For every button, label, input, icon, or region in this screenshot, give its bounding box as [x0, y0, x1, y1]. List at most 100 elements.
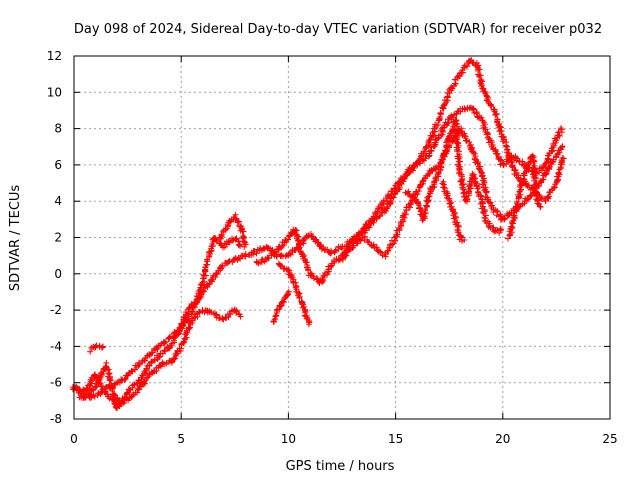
data-point [476, 73, 483, 80]
data-point [492, 112, 499, 119]
chart-title: Day 098 of 2024, Sidereal Day-to-day VTE… [74, 22, 602, 37]
data-point [416, 182, 423, 189]
data-point [199, 288, 206, 295]
data-point [305, 321, 312, 328]
data-point [391, 186, 398, 193]
data-point [136, 359, 143, 366]
data-point [444, 94, 451, 101]
data-point [183, 334, 190, 341]
data-point [440, 151, 447, 158]
x-tick-label: 0 [70, 432, 78, 446]
data-point [214, 271, 221, 278]
data-point [208, 309, 215, 316]
data-point [331, 248, 338, 255]
data-point [87, 348, 94, 355]
data-point [235, 242, 242, 249]
data-point [106, 376, 113, 383]
data-point [453, 111, 460, 118]
series-track-7 [339, 56, 567, 263]
data-point [532, 181, 539, 188]
data-point [364, 220, 371, 227]
data-point [426, 193, 433, 200]
data-point [477, 193, 484, 200]
data-point [82, 390, 89, 397]
data-point [404, 171, 411, 178]
data-point [93, 383, 100, 390]
data-point [430, 132, 437, 139]
data-point [420, 214, 427, 221]
series-track-3 [76, 306, 244, 410]
data-point [237, 313, 244, 320]
data-point [83, 384, 90, 391]
data-point [556, 166, 563, 173]
series-track-8 [402, 117, 504, 236]
data-point [155, 354, 162, 361]
data-point [438, 132, 445, 139]
data-point [99, 344, 106, 351]
data-point [270, 319, 277, 326]
data-point [417, 211, 424, 218]
data-point [464, 61, 471, 68]
data-point [560, 155, 567, 162]
data-point [442, 147, 449, 154]
data-point [115, 400, 122, 407]
data-point [475, 189, 482, 196]
data-point [553, 137, 560, 144]
data-point [315, 239, 322, 246]
data-point [425, 193, 432, 200]
data-point [272, 313, 279, 320]
data-point [229, 237, 236, 244]
data-point [470, 106, 477, 113]
grid [74, 56, 610, 419]
data-point [180, 322, 187, 329]
y-axis: -8 -6 -4 -2 0 2 4 6 8 10 12 [47, 49, 610, 426]
data-point [502, 142, 509, 149]
data-point [134, 389, 141, 396]
data-point [296, 244, 303, 251]
data-point [479, 85, 486, 92]
data-point [166, 334, 173, 341]
data-point [452, 80, 459, 87]
data-point [154, 346, 161, 353]
data-point [444, 120, 451, 127]
y-axis-label: SDTVAR / TECUs [8, 185, 23, 292]
data-point [112, 403, 119, 410]
data-point [281, 265, 288, 272]
data-point [151, 357, 158, 364]
data-point [219, 263, 226, 270]
data-point [213, 270, 220, 277]
data-point [556, 132, 563, 139]
data-point [265, 255, 272, 262]
data-point [473, 110, 480, 117]
data-point [226, 258, 233, 265]
series-track-5 [253, 125, 566, 287]
data-point [350, 237, 357, 244]
data-point [391, 185, 398, 192]
data-point [392, 237, 399, 244]
data-point [513, 157, 520, 164]
data-point [364, 238, 371, 245]
data-point [439, 154, 446, 161]
data-point [374, 208, 381, 215]
data-point [501, 215, 508, 222]
data-point [148, 350, 155, 357]
data-point [478, 114, 485, 121]
data-point [476, 66, 483, 73]
y-tick-label: 8 [54, 122, 62, 136]
data-point [324, 271, 331, 278]
data-point [488, 103, 495, 110]
data-point [376, 248, 383, 255]
data-point [281, 295, 288, 302]
data-point [457, 233, 464, 240]
data-point [222, 226, 229, 233]
data-point [555, 169, 562, 176]
data-point [396, 226, 403, 233]
data-point [423, 203, 430, 210]
data-point [148, 358, 155, 365]
x-tick-label: 10 [281, 432, 296, 446]
data-point [253, 250, 260, 257]
data-point [117, 399, 124, 406]
data-point [487, 101, 494, 108]
data-point [285, 288, 292, 295]
